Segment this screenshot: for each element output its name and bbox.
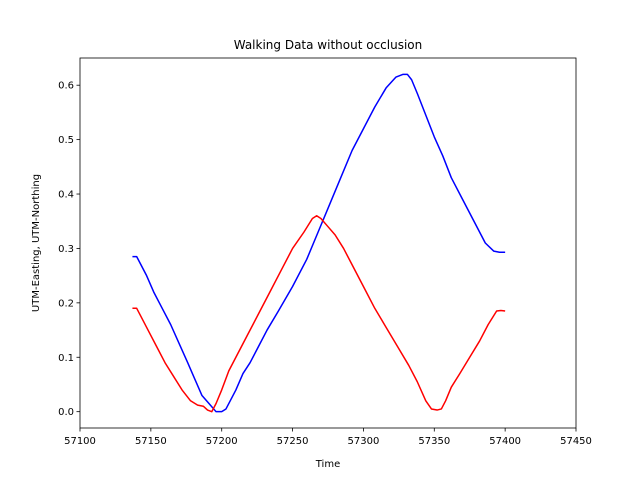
y-tick-label: 0.4	[58, 190, 74, 201]
plot-frame	[79, 57, 577, 429]
y-tick-label: 0.6	[58, 81, 74, 92]
y-tick-label: 0.2	[58, 298, 74, 309]
series-line-blue	[132, 73, 506, 413]
y-tick-label: 0.3	[58, 244, 74, 255]
y-axis-ticks: 0.0 0.1 0.2 0.3 0.4 0.5 0.6	[58, 81, 80, 418]
y-axis-label: UTM-Easting, UTM-Northing	[31, 174, 42, 312]
y-tick-label: 0.5	[58, 135, 74, 146]
x-tick-label: 57150	[135, 436, 167, 447]
x-axis-label: Time	[315, 459, 340, 470]
x-tick-label: 57200	[206, 436, 238, 447]
y-tick-label: 0.1	[58, 353, 74, 364]
series-line-red	[132, 215, 506, 413]
x-tick-label: 57450	[560, 436, 592, 447]
x-tick-label: 57400	[489, 436, 521, 447]
x-axis-ticks: 57100 57150 57200 57250 57300 57350 57400 57450	[64, 428, 592, 447]
y-tick-label: 0.0	[58, 407, 74, 418]
chart-title: Walking Data without occlusion	[234, 38, 423, 52]
x-tick-label: 57250	[277, 436, 309, 447]
x-tick-label: 57300	[348, 436, 380, 447]
plot-lines	[132, 73, 506, 413]
x-tick-label: 57100	[64, 436, 96, 447]
x-tick-label: 57350	[418, 436, 450, 447]
